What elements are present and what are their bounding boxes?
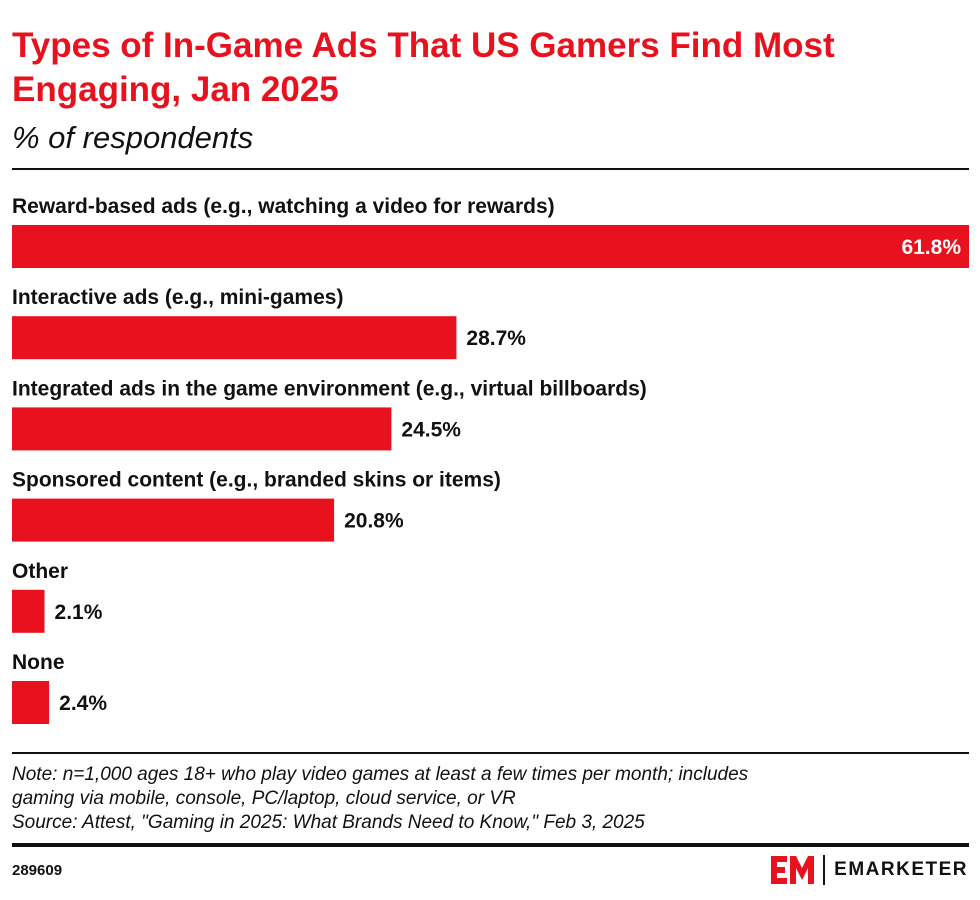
category-label: Other bbox=[12, 560, 68, 583]
note-line-2: gaming via mobile, console, PC/laptop, c… bbox=[12, 788, 516, 809]
data-label: 2.4% bbox=[59, 692, 107, 715]
category-label: Integrated ads in the game environment (… bbox=[12, 377, 647, 400]
category-label: Interactive ads (e.g., mini-games) bbox=[12, 286, 343, 309]
bar bbox=[12, 589, 45, 633]
footer-divider bbox=[12, 752, 969, 754]
brand-name: EMARKETER bbox=[834, 859, 968, 880]
data-label: 2.1% bbox=[55, 601, 103, 624]
bar bbox=[12, 681, 50, 724]
bar bbox=[12, 498, 335, 542]
data-label: 28.7% bbox=[466, 327, 526, 350]
bar bbox=[12, 225, 969, 268]
bar bbox=[12, 316, 457, 360]
data-label: 61.8% bbox=[901, 236, 961, 259]
category-label: Reward-based ads (e.g., watching a video… bbox=[12, 195, 555, 218]
chart-title: Types of In-Game Ads That US Gamers Find… bbox=[12, 26, 835, 109]
bar bbox=[12, 407, 392, 451]
emarketer-logo: EMARKETER bbox=[771, 853, 968, 887]
note-line-1: Note: n=1,000 ages 18+ who play video ga… bbox=[12, 764, 749, 785]
chart-subtitle: % of respondents bbox=[12, 120, 254, 155]
category-label: None bbox=[12, 651, 65, 674]
em-logo-icon bbox=[771, 856, 815, 884]
bottom-divider bbox=[12, 843, 969, 847]
source-line: Source: Attest, "Gaming in 2025: What Br… bbox=[12, 812, 645, 833]
category-label: Sponsored content (e.g., branded skins o… bbox=[12, 469, 501, 492]
data-label: 20.8% bbox=[344, 510, 404, 533]
brand-divider bbox=[823, 855, 826, 885]
top-divider bbox=[12, 168, 969, 170]
chart-id: 289609 bbox=[12, 862, 63, 879]
footnote: Note: n=1,000 ages 18+ who play video ga… bbox=[12, 763, 967, 835]
data-label: 24.5% bbox=[401, 418, 461, 441]
bar-chart: Reward-based ads (e.g., watching a video… bbox=[12, 180, 969, 740]
bar-chart-svg: Reward-based ads (e.g., watching a video… bbox=[12, 195, 969, 724]
